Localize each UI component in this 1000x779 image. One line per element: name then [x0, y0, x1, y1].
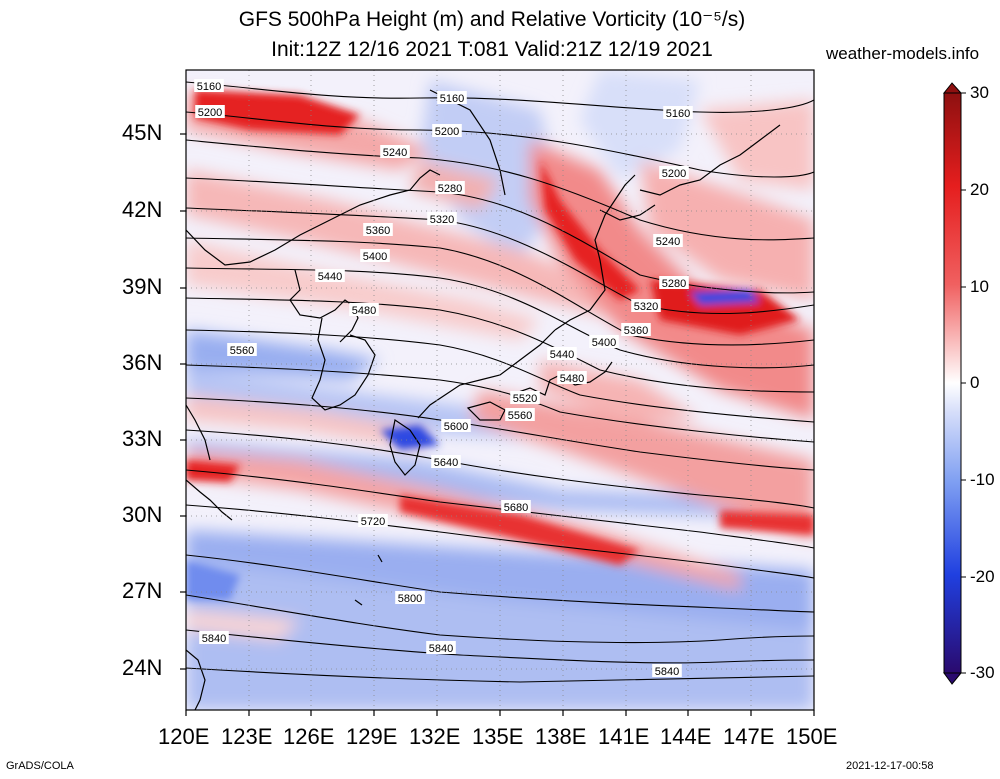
colorbar-tick-label: 30	[970, 83, 989, 102]
longitude-label: 144E	[660, 724, 712, 749]
colorbar-tick-label: 20	[970, 180, 989, 199]
longitude-label: 126E	[283, 724, 335, 749]
contour-label-bg	[653, 234, 683, 247]
colorbar-tick-label: -20	[970, 567, 995, 586]
contour-label-bg	[441, 419, 471, 432]
colorbar-tick-label: -30	[970, 663, 995, 682]
latitude-label: 36N	[122, 350, 163, 375]
contour-label-bg	[510, 391, 540, 404]
longitude-label: 123E	[221, 724, 273, 749]
contour-label: 5160	[197, 81, 221, 93]
latitude-label: 39N	[122, 274, 163, 299]
contour-label: 5440	[318, 271, 342, 283]
longitude-label: 135E	[472, 724, 524, 749]
contour-label: 5280	[662, 278, 686, 290]
axis-ticks	[180, 133, 815, 716]
contour-label: 5360	[624, 325, 648, 337]
contour-label: 5560	[508, 410, 532, 422]
contour-label-bg	[435, 181, 465, 194]
contour-label: 5240	[656, 236, 680, 248]
contour-label-bg	[395, 591, 425, 604]
contour-label: 5720	[361, 516, 385, 528]
contour-label-bg	[621, 323, 651, 336]
longitude-label: 150E	[786, 724, 838, 749]
contour-label: 5840	[202, 633, 226, 645]
footer-software: GrADS/COLA	[6, 760, 74, 772]
latitude-label: 45N	[122, 120, 163, 145]
contour-label-bg	[659, 166, 689, 179]
latitude-label: 30N	[122, 502, 163, 527]
contour-label: 5360	[366, 225, 390, 237]
contour-label: 5480	[352, 305, 376, 317]
contour-label-bg	[432, 124, 462, 137]
contour-label-bg	[380, 145, 410, 158]
contour-label-bg	[557, 371, 587, 384]
contour-label: 5200	[662, 168, 686, 180]
contour-label: 5840	[429, 643, 453, 655]
contour-label-bg	[195, 105, 225, 118]
contour-label: 5560	[230, 345, 254, 357]
contour-label: 5520	[513, 393, 537, 405]
contour-label-bg	[663, 106, 693, 119]
contour-label: 5440	[550, 349, 574, 361]
contour-label-bg	[194, 79, 224, 92]
contour-label-bg	[199, 631, 229, 644]
latitude-label: 42N	[122, 197, 163, 222]
colorbar	[942, 82, 966, 685]
contour-label-bg	[426, 641, 456, 654]
contour-label: 5280	[438, 183, 462, 195]
longitude-label: 120E	[158, 724, 210, 749]
contour-label: 5800	[398, 593, 422, 605]
height-contours	[186, 81, 814, 683]
contour-label-bg	[631, 299, 661, 312]
contour-label: 5640	[434, 457, 458, 469]
colorbar-tick-label: 10	[970, 277, 989, 296]
contour-label: 5680	[504, 502, 528, 514]
contour-label-bg	[652, 664, 682, 677]
contour-label: 5400	[592, 337, 616, 349]
longitude-label: 141E	[598, 724, 650, 749]
longitude-label: 147E	[723, 724, 775, 749]
contour-label: 5320	[634, 301, 658, 313]
contour-label-bg	[358, 514, 388, 527]
longitude-label: 132E	[409, 724, 461, 749]
contour-label: 5160	[666, 108, 690, 120]
contour-labels: 5160 5160 5160 5200 5200 5200 5240 5240 5280 5280…	[194, 79, 693, 678]
contour-label-bg	[659, 276, 689, 289]
contour-label-bg	[349, 303, 379, 316]
contour-label: 5400	[363, 251, 387, 263]
longitude-label: 129E	[346, 724, 398, 749]
latitude-label: 24N	[122, 655, 163, 680]
contour-label-bg	[227, 343, 257, 356]
contour-label-bg	[589, 335, 619, 348]
lat-lon-grid	[186, 70, 814, 710]
latitude-label: 27N	[122, 578, 163, 603]
chart-subtitle: Init:12Z 12/16 2021 T:081 Valid:21Z 12/1…	[271, 38, 713, 61]
contour-label-bg	[505, 408, 535, 421]
colorbar-tick-label: 0	[970, 373, 980, 392]
contour-label: 5840	[655, 666, 679, 678]
longitude-label: 138E	[535, 724, 587, 749]
contour-label-bg	[431, 455, 461, 468]
colorbar-tick-label: -10	[970, 470, 995, 489]
chart-title: GFS 500hPa Height (m) and Relative Vorti…	[238, 8, 746, 31]
contour-label: 5600	[444, 421, 468, 433]
contour-label-bg	[501, 500, 531, 513]
contour-label-bg	[547, 347, 577, 360]
contour-label: 5240	[383, 147, 407, 159]
contour-label-bg	[360, 249, 390, 262]
contour-label-bg	[363, 223, 393, 236]
site-label: weather-models.info	[826, 44, 980, 63]
contour-label: 5480	[560, 373, 584, 385]
contour-label-bg	[427, 212, 457, 225]
contour-label: 5320	[430, 214, 454, 226]
contour-label: 5200	[435, 126, 459, 138]
contour-label: 5200	[198, 107, 222, 119]
latitude-label: 33N	[122, 426, 163, 451]
contour-label: 5160	[440, 93, 464, 105]
contour-label-bg	[437, 91, 467, 104]
contour-label-bg	[315, 269, 345, 282]
footer-timestamp: 2021-12-17-00:58	[846, 760, 934, 772]
